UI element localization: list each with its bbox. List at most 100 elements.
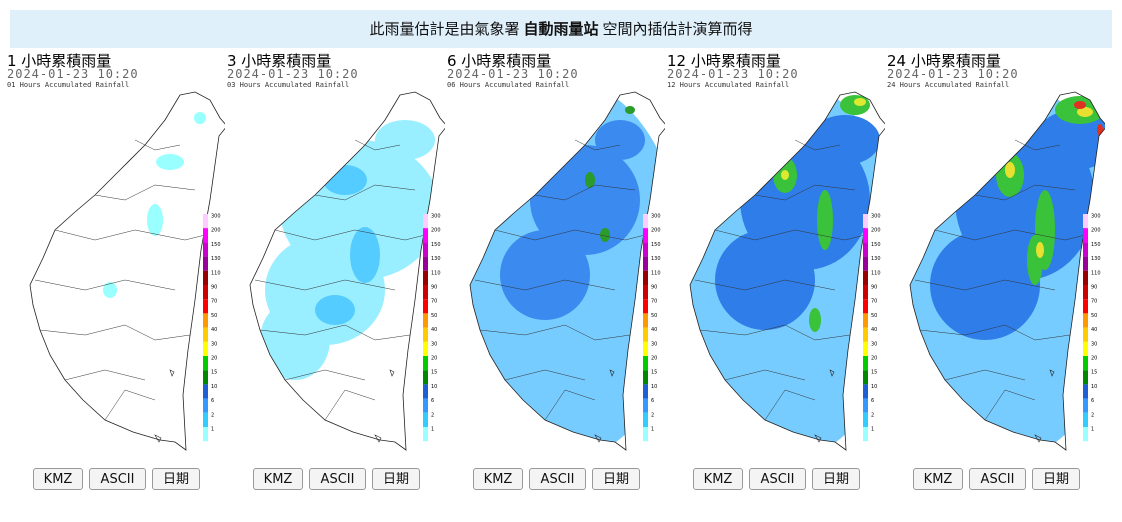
button[interactable]: ASCII (749, 468, 806, 490)
legend-label: 2 (211, 412, 214, 418)
county-border (39, 324, 191, 341)
legend-swatch (423, 228, 428, 243)
banner-text: 空間內插估計演算而得 (602, 20, 753, 38)
island (814, 434, 822, 443)
legend-swatch (1083, 256, 1088, 271)
button[interactable]: KMZ (253, 468, 303, 490)
legend-swatch (423, 313, 428, 328)
legend-label: 40 (211, 327, 217, 333)
county-border (494, 229, 646, 241)
button[interactable]: 日期 (152, 468, 200, 490)
legend-swatch (1083, 427, 1088, 442)
legend-swatch (1083, 228, 1088, 243)
button[interactable]: 日期 (1032, 468, 1080, 490)
legend-swatch (423, 398, 428, 413)
legend-swatch (203, 270, 208, 285)
legend-swatch (203, 356, 208, 371)
legend-swatch (863, 270, 868, 285)
legend-swatch (423, 356, 428, 371)
legend-swatch (643, 341, 648, 356)
rain-blob (315, 295, 355, 325)
legend-swatch (643, 242, 648, 257)
rain-blob (260, 300, 330, 380)
panel-subtitle: 12 Hours Accumulated Rainfall (667, 81, 790, 89)
rain-area (103, 112, 206, 298)
legend-label: 150 (1091, 242, 1101, 248)
button[interactable]: KMZ (693, 468, 743, 490)
legend-swatch (863, 370, 868, 385)
legend-label: 130 (431, 256, 441, 262)
legend-label: 90 (1091, 285, 1097, 291)
legend-swatch (203, 285, 208, 300)
legend-swatch (1083, 242, 1088, 257)
legend-label: 50 (431, 313, 437, 319)
panel-title: 6 小時累積雨量 (447, 52, 552, 70)
county-border (984, 389, 1036, 421)
island-outline (29, 91, 225, 451)
island (609, 369, 615, 377)
rain-blob (147, 204, 163, 236)
legend-label: 70 (211, 299, 217, 305)
panel-subtitle: 06 Hours Accumulated Rainfall (447, 81, 570, 89)
legend-swatch (203, 370, 208, 385)
legend-swatch (863, 356, 868, 371)
button[interactable]: KMZ (473, 468, 523, 490)
legend-label: 1 (431, 427, 434, 433)
legend-label: 15 (1091, 370, 1097, 376)
legend-label: 70 (1091, 299, 1097, 305)
legend-swatch (863, 214, 868, 229)
button[interactable]: KMZ (913, 468, 963, 490)
county-border (324, 389, 376, 421)
legend-label: 300 (211, 214, 221, 220)
county-border (944, 369, 1026, 381)
button[interactable]: ASCII (309, 468, 366, 490)
legend-swatch (643, 270, 648, 285)
legend-swatch (423, 214, 428, 229)
legend-swatch (423, 285, 428, 300)
panel-date: 2024-01-23 10:20 (887, 67, 1019, 81)
county-border (934, 229, 1086, 241)
legend-swatch (863, 384, 868, 399)
legend-label: 150 (431, 242, 441, 248)
island (1034, 434, 1042, 443)
rain-blob (156, 154, 184, 170)
county-border (64, 369, 146, 381)
button[interactable]: 日期 (592, 468, 640, 490)
button[interactable]: ASCII (529, 468, 586, 490)
button[interactable]: ASCII (969, 468, 1026, 490)
legend-swatch (643, 313, 648, 328)
panel-date: 2024-01-23 10:20 (227, 67, 359, 81)
legend-swatch (423, 412, 428, 427)
legend-label: 1 (651, 427, 654, 433)
county-border (724, 369, 806, 381)
legend-label: 40 (1091, 327, 1097, 333)
island-outline (909, 91, 1105, 451)
legend-label: 30 (211, 341, 217, 347)
rain-blob (600, 228, 610, 242)
legend-swatch (1083, 327, 1088, 342)
rain-blob (854, 98, 866, 106)
legend-label: 90 (211, 285, 217, 291)
legend-label: 30 (871, 341, 877, 347)
county-border (914, 279, 1056, 291)
legend-swatch (863, 398, 868, 413)
legend-swatch (863, 327, 868, 342)
legend-label: 1 (1091, 427, 1094, 433)
legend-swatch (643, 214, 648, 229)
rain-blob (1074, 101, 1086, 109)
legend-label: 20 (871, 356, 877, 362)
panel-title: 12 小時累積雨量 (667, 52, 781, 70)
button[interactable]: ASCII (89, 468, 146, 490)
button[interactable]: KMZ (33, 468, 83, 490)
rain-blob (817, 190, 833, 250)
legend-swatch (1083, 384, 1088, 399)
button[interactable]: 日期 (812, 468, 860, 490)
legend-label: 30 (651, 341, 657, 347)
legend-label: 300 (871, 214, 881, 220)
legend-label: 50 (871, 313, 877, 319)
rain-blob (103, 282, 117, 298)
button[interactable]: 日期 (372, 468, 420, 490)
county-border (259, 324, 411, 341)
rain-area (690, 92, 885, 450)
legend-swatch (203, 313, 208, 328)
